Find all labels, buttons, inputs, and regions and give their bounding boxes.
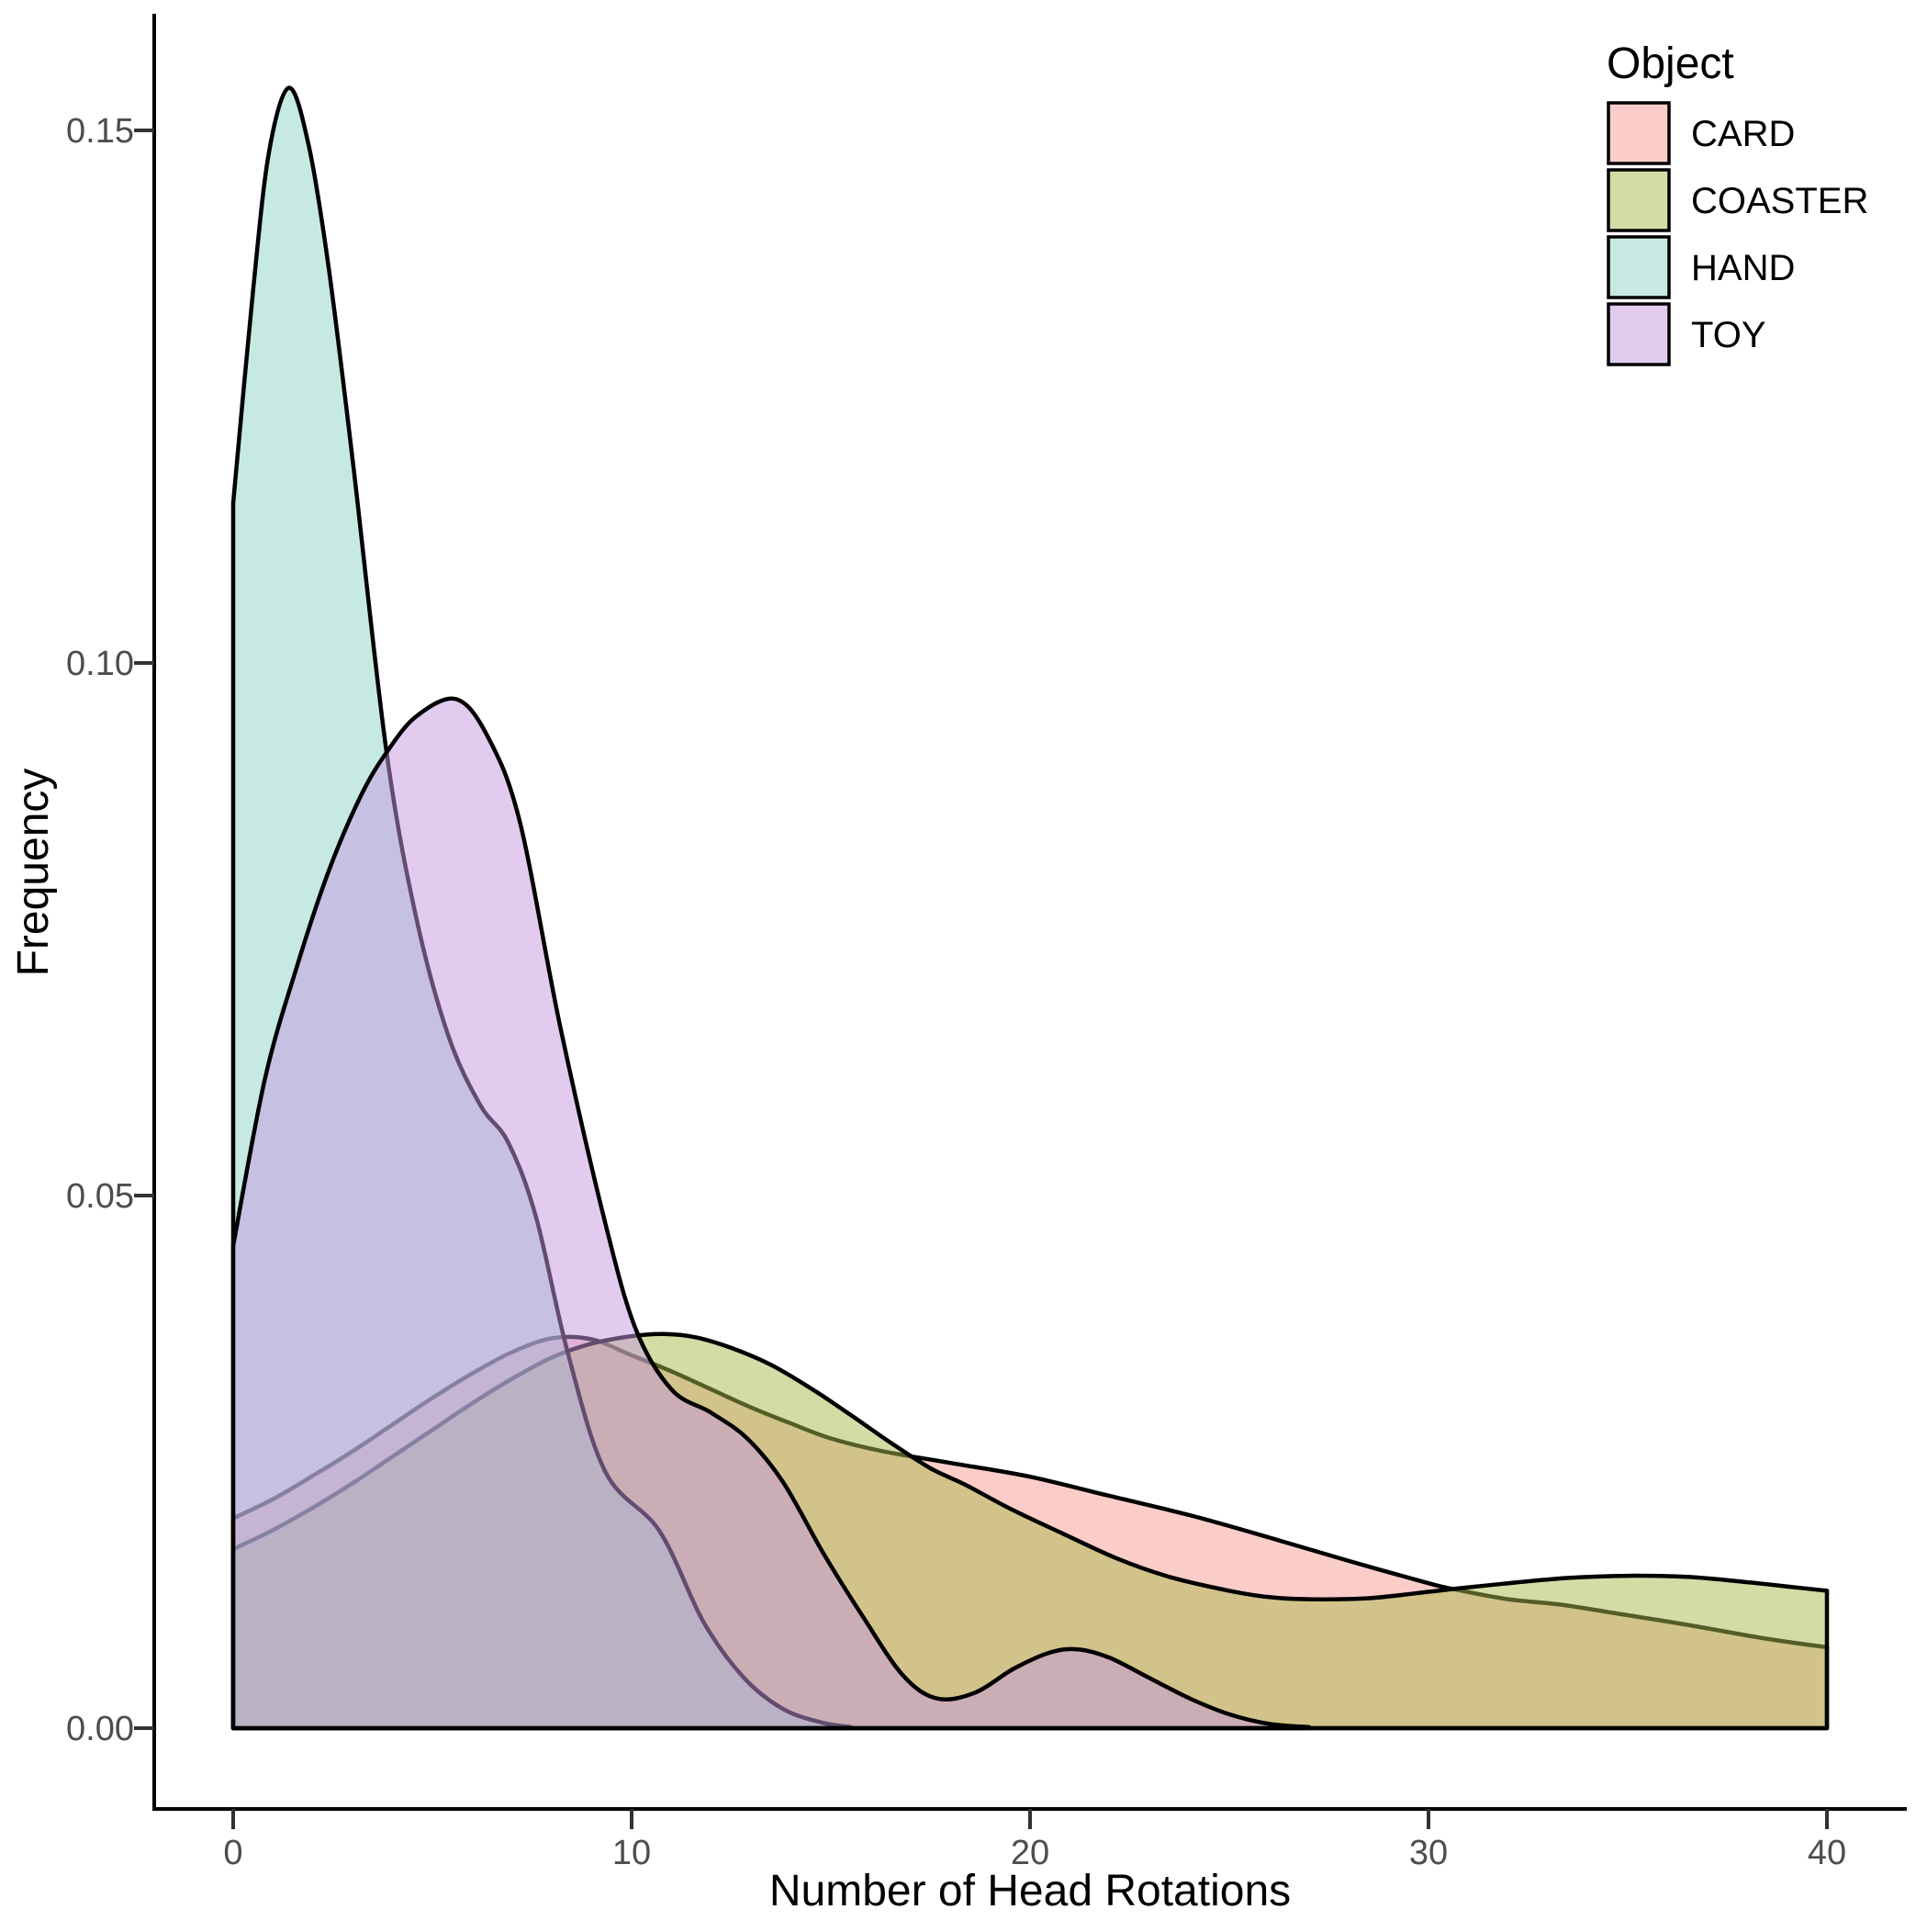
x-tick-label: 30 — [1409, 1834, 1448, 1872]
y-tick-label: 0.15 — [66, 112, 134, 151]
x-tick-label: 40 — [1808, 1834, 1846, 1872]
y-axis-ticks: 0.00 0.05 0.10 0.15 — [66, 112, 154, 1748]
legend-label-card: CARD — [1691, 114, 1795, 154]
x-tick-label: 10 — [612, 1834, 651, 1872]
x-tick-label: 0 — [223, 1834, 242, 1872]
legend-key-coaster — [1607, 168, 1671, 232]
x-axis-ticks: 0 10 20 30 40 — [223, 1809, 1846, 1872]
legend-title: Object — [1607, 39, 1734, 88]
legend-key-card — [1607, 101, 1671, 165]
density-curve-toy — [230, 696, 1312, 1731]
legend-key-toy — [1607, 302, 1671, 366]
legend-key-hand — [1607, 235, 1671, 299]
legend-label-toy: TOY — [1691, 315, 1766, 355]
legend-items: CARD COASTER HAND TOY — [1607, 101, 1868, 366]
legend: Object CARD COASTER HAND TOY — [1607, 39, 1868, 366]
legend-label-hand: HAND — [1691, 248, 1795, 288]
y-tick-label: 0.05 — [66, 1177, 134, 1216]
y-tick-label: 0.10 — [66, 645, 134, 683]
density-curves — [230, 85, 1830, 1731]
y-axis-title: Frequency — [9, 769, 58, 977]
legend-label-coaster: COASTER — [1691, 181, 1868, 221]
x-tick-label: 20 — [1011, 1834, 1049, 1872]
y-tick-label: 0.00 — [66, 1710, 134, 1748]
x-axis-title: Number of Head Rotations — [769, 1867, 1291, 1915]
